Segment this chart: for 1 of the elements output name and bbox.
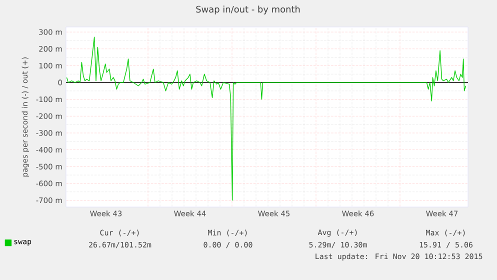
chart-title: Swap in/out - by month xyxy=(196,6,300,14)
